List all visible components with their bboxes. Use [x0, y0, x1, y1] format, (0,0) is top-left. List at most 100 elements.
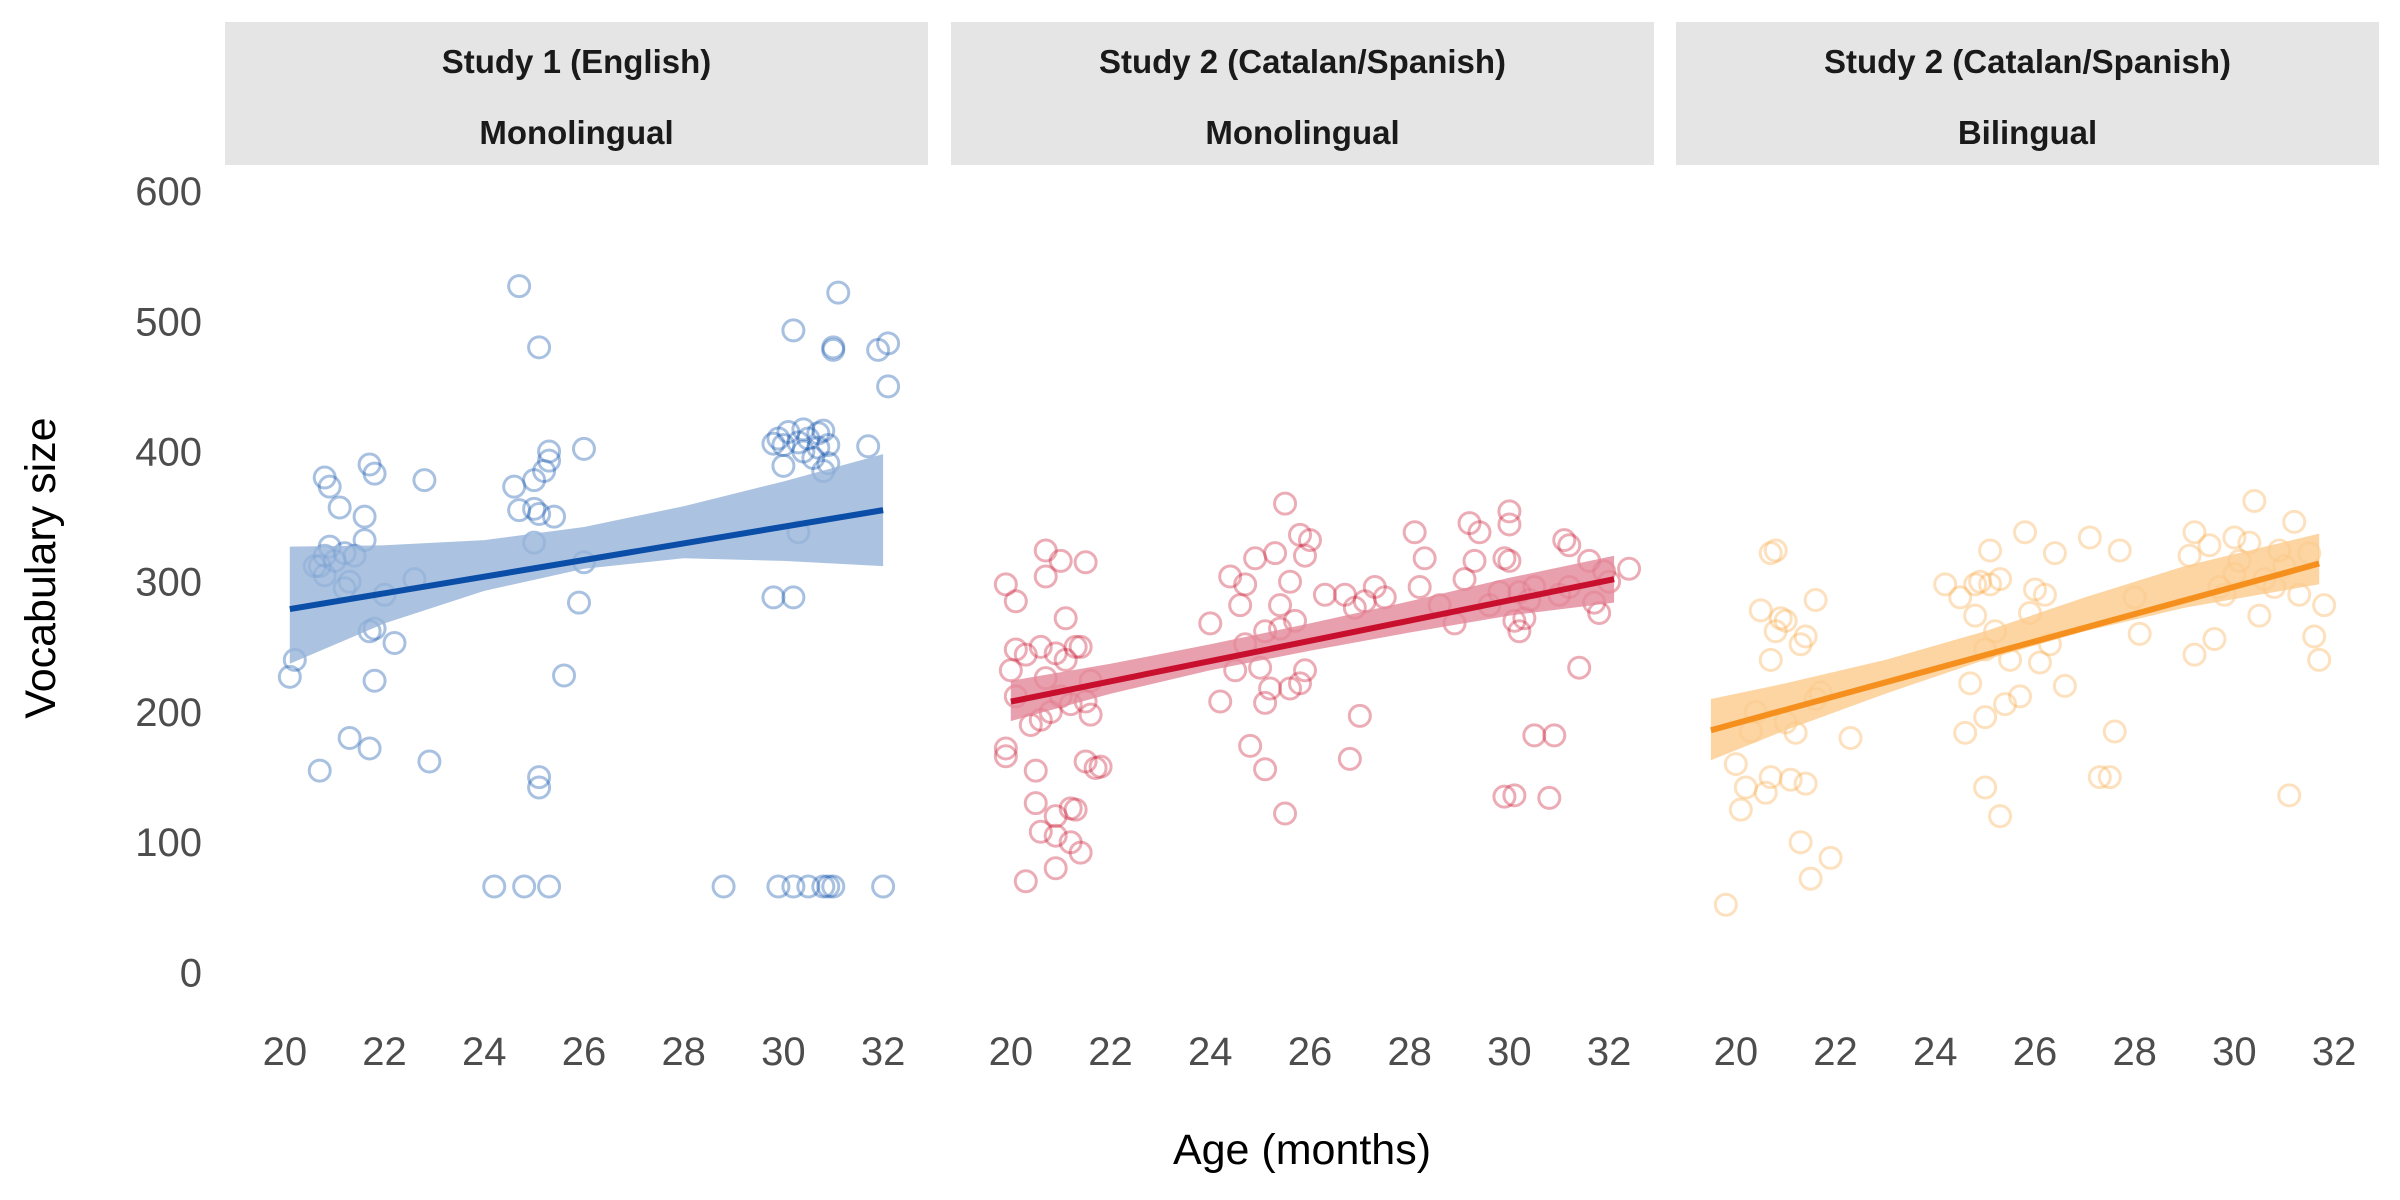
data-point: [1552, 528, 1577, 553]
data-point: [1253, 757, 1278, 782]
data-point: [993, 744, 1018, 769]
data-point: [1723, 752, 1748, 777]
x-tick-label: 32: [861, 1030, 906, 1074]
data-point: [1208, 689, 1233, 714]
data-point: [1033, 538, 1058, 563]
data-point: [1988, 804, 2013, 829]
data-point: [796, 874, 821, 899]
y-tick-label: 100: [135, 821, 202, 865]
data-point: [1963, 603, 1988, 628]
data-point: [1497, 512, 1522, 537]
data-point: [357, 736, 382, 761]
data-point: [1788, 830, 1813, 855]
data-point: [317, 474, 342, 499]
data-point: [1798, 866, 1823, 891]
data-point: [1258, 676, 1283, 701]
data-point: [1838, 726, 1863, 751]
data-point: [1068, 634, 1093, 659]
data-point: [522, 496, 547, 521]
data-point: [1462, 548, 1487, 573]
data-point: [766, 426, 791, 451]
x-tick-label: 30: [2212, 1030, 2257, 1074]
data-point: [2302, 624, 2327, 649]
panels-layer: Study 1 (English) Monolingual 20 22 24 26 28 30…: [225, 22, 2379, 1074]
data-point: [1412, 546, 1437, 571]
data-point: [1218, 564, 1243, 589]
data-point: [1003, 637, 1028, 662]
data-point: [537, 874, 562, 899]
data-point: [866, 337, 891, 362]
data-point: [1028, 634, 1053, 659]
data-point: [1407, 574, 1432, 599]
data-point: [1793, 624, 1818, 649]
data-point: [781, 318, 806, 343]
facet-strip-label: Monolingual: [1205, 114, 1399, 151]
data-point: [1567, 655, 1592, 680]
data-point: [1292, 658, 1317, 683]
regression-line: [289, 507, 884, 613]
data-point: [1502, 783, 1527, 808]
data-point: [1043, 804, 1068, 829]
x-tick-label: 26: [562, 1030, 607, 1074]
data-point: [1297, 528, 1322, 553]
x-tick-label: 20: [989, 1030, 1034, 1074]
x-tick-label: 20: [263, 1030, 308, 1074]
data-point: [1818, 845, 1843, 870]
data-point: [1557, 533, 1582, 558]
data-point: [307, 758, 332, 783]
data-point: [527, 335, 552, 360]
data-point: [811, 418, 836, 443]
regression-line: [1710, 560, 2320, 734]
data-point: [761, 431, 786, 456]
data-point: [871, 874, 896, 899]
data-point: [2312, 593, 2337, 618]
data-point: [1803, 587, 1828, 612]
data-point: [2127, 621, 2152, 646]
data-point: [1053, 647, 1078, 672]
data-point: [1978, 538, 2003, 563]
facet-strip: [951, 22, 1654, 165]
panel-1: Study 1 (English) Monolingual 20 22 24 26 28 30…: [225, 22, 928, 1074]
data-point: [1073, 749, 1098, 774]
data-point: [532, 459, 557, 484]
data-point: [1973, 775, 1998, 800]
data-point: [1332, 582, 1357, 607]
data-point: [1537, 785, 1562, 810]
x-tick-label: 22: [1088, 1030, 1133, 1074]
data-point: [1758, 765, 1783, 790]
data-point: [1088, 754, 1113, 779]
data-point: [507, 498, 532, 523]
x-tick-label: 28: [1387, 1030, 1432, 1074]
data-point: [362, 461, 387, 486]
data-point: [1288, 522, 1313, 547]
data-point: [876, 331, 901, 356]
data-point: [502, 474, 527, 499]
data-point: [2022, 577, 2047, 602]
data-point: [771, 453, 796, 478]
data-point: [1402, 520, 1427, 545]
data-point: [2102, 719, 2127, 744]
data-point: [552, 663, 577, 688]
facet-strip-label: Study 1 (English): [442, 43, 712, 80]
data-point: [1228, 593, 1253, 618]
data-point: [1933, 572, 1958, 597]
data-point: [1362, 574, 1387, 599]
data-point: [1083, 755, 1108, 780]
data-point: [1063, 797, 1088, 822]
x-tick-label: 22: [362, 1030, 407, 1074]
data-point: [1023, 758, 1048, 783]
data-point: [1337, 746, 1362, 771]
data-point: [1793, 771, 1818, 796]
data-point: [1993, 692, 2018, 717]
data-point: [2247, 603, 2272, 628]
data-point: [1778, 767, 1803, 792]
data-point: [1028, 819, 1053, 844]
facet-strip-label: Monolingual: [479, 114, 673, 151]
data-point: [1497, 499, 1522, 524]
data-point: [571, 436, 596, 461]
data-point: [766, 874, 791, 899]
data-point: [1467, 520, 1492, 545]
data-point: [1043, 823, 1068, 848]
data-point: [1617, 556, 1642, 581]
